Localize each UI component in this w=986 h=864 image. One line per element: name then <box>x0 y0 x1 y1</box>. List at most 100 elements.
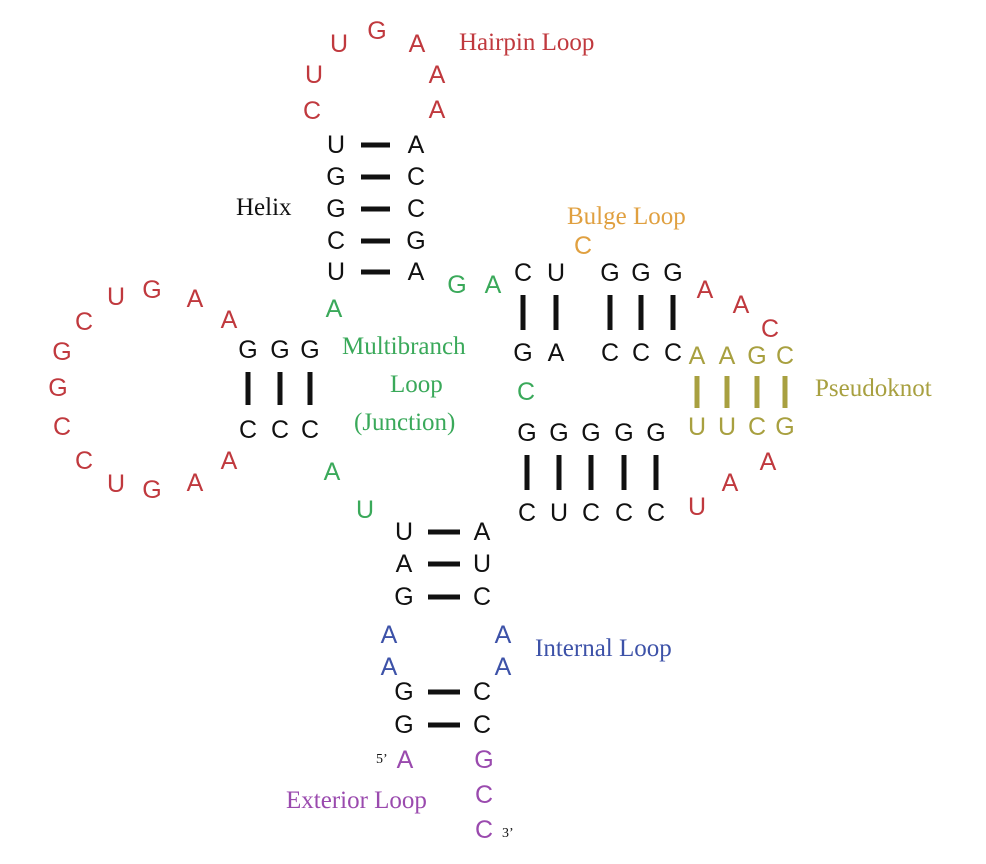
nucleotide-upper-right-top-3: G <box>631 259 650 287</box>
nucleotide-left-outer-loop-10: G <box>142 476 161 504</box>
internal-loop-label: Internal Loop <box>535 635 672 662</box>
nucleotide-lower-right-bottom-2: C <box>582 499 600 527</box>
nucleotide-internal-right-0: A <box>495 621 512 649</box>
nucleotide-pseudoknot-top-3: C <box>776 342 794 370</box>
nucleotide-left-outer-loop-1: A <box>187 285 204 313</box>
nucleotide-lower-right-top-3: G <box>614 419 633 447</box>
nucleotide-bottom-helix1-left-0: U <box>395 518 413 546</box>
nucleotide-left-helix-bottom-0: C <box>239 416 257 444</box>
bulge-loop-label: Bulge Loop <box>567 203 686 230</box>
nucleotide-bulge: C <box>574 232 592 260</box>
nucleotide-multibranch-c: C <box>517 378 535 406</box>
nucleotide-exterior-3-1: C <box>475 781 493 809</box>
nucleotide-pseudoknot-top-0: A <box>689 342 706 370</box>
nucleotide-left-outer-loop-3: U <box>107 283 125 311</box>
nucleotide-lower-right-bottom-3: C <box>615 499 633 527</box>
nucleotide-left-outer-loop-6: G <box>48 374 67 402</box>
nucleotide-bottom-helix1-left-1: A <box>396 550 413 578</box>
nucleotide-left-outer-loop-8: C <box>75 447 93 475</box>
nucleotide-top-helix-left-3: C <box>327 227 345 255</box>
nucleotide-pseudoknot-top-2: G <box>747 342 766 370</box>
nucleotide-right-outer-loop-top-2: C <box>761 315 779 343</box>
nucleotide-right-outer-loop-bottom-1: A <box>722 469 739 497</box>
nucleotide-multibranch-a-top: A <box>326 295 343 323</box>
helix-label: Helix <box>236 194 292 221</box>
nucleotide-bottom-helix2-right-0: C <box>473 678 491 706</box>
nucleotide-hairpin-3: G <box>367 17 386 45</box>
multibranch-loop-label-line1: Multibranch <box>342 333 466 360</box>
nucleotide-right-outer-loop-top-1: A <box>733 291 750 319</box>
nucleotide-left-helix-top-1: G <box>270 336 289 364</box>
nucleotide-multibranch-ga-0: G <box>447 271 466 299</box>
nucleotide-upper-right-bottom-3: C <box>632 339 650 367</box>
nucleotide-top-helix-right-0: A <box>408 131 425 159</box>
nucleotide-lower-right-bottom-0: C <box>518 499 536 527</box>
nucleotide-top-helix-left-2: G <box>326 195 345 223</box>
multibranch-loop-label-line3: (Junction) <box>354 409 455 436</box>
nucleotide-pseudoknot-bottom-3: G <box>775 413 794 441</box>
nucleotide-left-outer-loop-0: A <box>221 306 238 334</box>
nucleotide-right-outer-loop-bottom-2: U <box>688 493 706 521</box>
nucleotide-upper-right-top-4: G <box>663 259 682 287</box>
nucleotide-upper-right-bottom-2: C <box>601 339 619 367</box>
nucleotide-hairpin-6: A <box>429 96 446 124</box>
nucleotide-bottom-helix1-right-2: C <box>473 583 491 611</box>
nucleotide-hairpin-4: A <box>409 30 426 58</box>
nucleotide-left-helix-top-0: G <box>238 336 257 364</box>
nucleotide-upper-right-top-2: G <box>600 259 619 287</box>
nucleotide-top-helix-right-1: C <box>407 163 425 191</box>
nucleotide-bottom-helix2-right-1: C <box>473 711 491 739</box>
nucleotide-exterior-3-0: G <box>474 746 493 774</box>
three-prime-label: 3’ <box>502 826 514 841</box>
nucleotide-lower-right-top-0: G <box>517 419 536 447</box>
nucleotide-lower-right-bottom-1: U <box>550 499 568 527</box>
nucleotide-internal-right-1: A <box>495 653 512 681</box>
nucleotide-left-helix-top-2: G <box>300 336 319 364</box>
nucleotide-top-helix-right-4: A <box>408 258 425 286</box>
nucleotide-exterior-5: A <box>397 746 414 774</box>
nucleotide-top-helix-left-0: U <box>327 131 345 159</box>
nucleotide-left-helix-bottom-1: C <box>271 416 289 444</box>
five-prime-label: 5’ <box>376 752 388 767</box>
nucleotide-hairpin-2: U <box>330 30 348 58</box>
nucleotide-bottom-helix2-left-1: G <box>394 711 413 739</box>
nucleotide-left-outer-loop-2: G <box>142 276 161 304</box>
nucleotide-lower-right-top-1: G <box>549 419 568 447</box>
nucleotide-internal-left-1: A <box>381 653 398 681</box>
nucleotide-bottom-helix2-left-0: G <box>394 678 413 706</box>
pseudoknot-label: Pseudoknot <box>815 375 932 402</box>
nucleotide-left-outer-loop-9: U <box>107 470 125 498</box>
nucleotide-upper-right-top-1: U <box>547 259 565 287</box>
nucleotide-left-helix-bottom-2: C <box>301 416 319 444</box>
nucleotide-lower-right-top-4: G <box>646 419 665 447</box>
nucleotide-multibranch-a-bottom: A <box>324 458 341 486</box>
nucleotide-hairpin-1: U <box>305 61 323 89</box>
nucleotide-hairpin-5: A <box>429 61 446 89</box>
nucleotide-hairpin-0: C <box>303 97 321 125</box>
nucleotide-top-helix-left-4: U <box>327 258 345 286</box>
nucleotide-pseudoknot-bottom-1: U <box>718 413 736 441</box>
nucleotide-top-helix-right-3: G <box>406 227 425 255</box>
nucleotide-upper-right-bottom-4: C <box>664 339 682 367</box>
nucleotide-internal-left-0: A <box>381 621 398 649</box>
nucleotide-left-outer-loop-12: A <box>221 447 238 475</box>
nucleotide-right-outer-loop-top-0: A <box>697 276 714 304</box>
nucleotide-multibranch-u-bottom: U <box>356 496 374 524</box>
nucleotide-right-outer-loop-bottom-0: A <box>760 448 777 476</box>
exterior-loop-label: Exterior Loop <box>286 787 427 814</box>
hairpin-loop-label: Hairpin Loop <box>459 29 594 56</box>
nucleotide-left-outer-loop-11: A <box>187 469 204 497</box>
nucleotide-pseudoknot-bottom-2: C <box>748 413 766 441</box>
nucleotide-upper-right-bottom-1: A <box>548 339 565 367</box>
nucleotide-lower-right-top-2: G <box>581 419 600 447</box>
nucleotide-left-outer-loop-5: G <box>52 338 71 366</box>
nucleotide-bottom-helix1-right-1: U <box>473 550 491 578</box>
nucleotide-left-outer-loop-7: C <box>53 413 71 441</box>
nucleotide-upper-right-bottom-0: G <box>513 339 532 367</box>
nucleotide-lower-right-bottom-4: C <box>647 499 665 527</box>
nucleotide-bottom-helix1-right-0: A <box>474 518 491 546</box>
nucleotide-left-outer-loop-4: C <box>75 308 93 336</box>
nucleotide-bottom-helix1-left-2: G <box>394 583 413 611</box>
nucleotide-top-helix-left-1: G <box>326 163 345 191</box>
